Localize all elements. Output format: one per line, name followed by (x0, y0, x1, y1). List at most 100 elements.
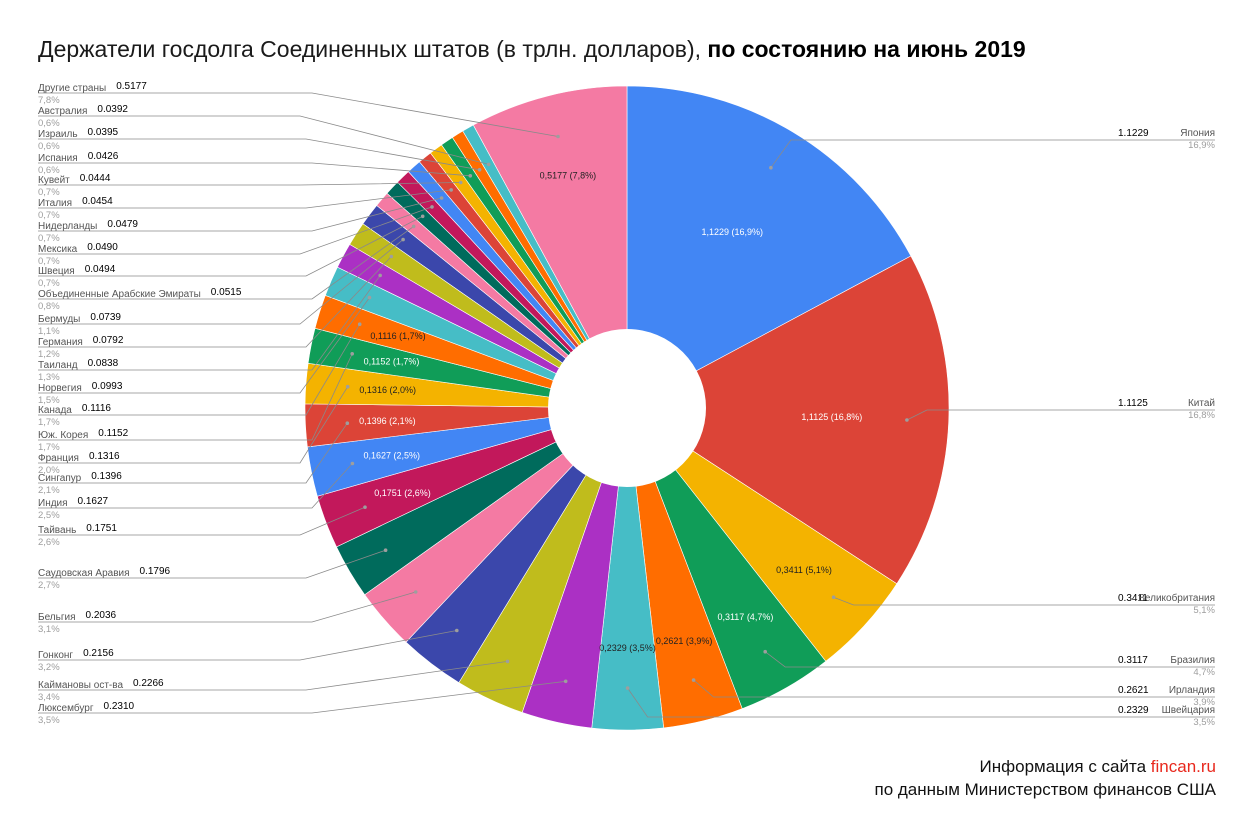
data-label-китай: 1,1125 (16,8%) (801, 412, 862, 422)
leader-dot-великобритания (831, 595, 836, 599)
percent-label-франция: 2,0% (38, 465, 60, 476)
leader-dot-ирландия (691, 678, 696, 682)
slice-китай[interactable] (626, 255, 950, 585)
data-label-индия: 0,1627 (2,5%) (364, 451, 421, 461)
value-label-кувейт: 0.0444 (80, 173, 111, 184)
data-label-франция: 0,1316 (2,0%) (359, 385, 416, 395)
value-label-испания: 0.0426 (88, 151, 119, 162)
name-label-саудовская-аравия: Саудовская Аравия (38, 568, 130, 579)
slice-другие-страны[interactable] (472, 85, 628, 409)
value-label-люксембург: 0.2310 (104, 701, 135, 712)
value-label-великобритания: 0.3411 (1118, 593, 1148, 604)
leader-dot-израиль (477, 168, 482, 172)
percent-label-швеция: 0,7% (38, 278, 60, 289)
percent-label-нидерланды: 0,7% (38, 233, 60, 244)
value-label-германия: 0.0792 (93, 335, 124, 346)
name-label-таиланд: Таиланд (38, 360, 78, 371)
name-label-бразилия: Бразилия (1170, 655, 1215, 666)
percent-label-норвегия: 1,5% (38, 395, 60, 406)
percent-label-германия: 1,2% (38, 349, 60, 360)
percent-label-великобритания: 5,1% (1193, 605, 1215, 616)
leader-dot-сингапур (345, 421, 350, 426)
leader-франция (38, 386, 349, 464)
percent-label-италия: 0,7% (38, 210, 60, 221)
value-label-бельгия: 0.2036 (86, 610, 117, 621)
value-label-норвегия: 0.0993 (92, 381, 123, 392)
leader-dot-гонконг (455, 628, 459, 633)
name-label-кувейт: Кувейт (38, 175, 70, 186)
percent-label-юж-корея: 1,7% (38, 442, 60, 453)
value-label-швейцария: 0.2329 (1118, 705, 1149, 716)
name-label-другие-страны: Другие страны (38, 83, 106, 94)
percent-label-таиланд: 1,3% (38, 372, 60, 383)
source-link[interactable]: fincan.ru (1151, 757, 1216, 776)
name-label-юж-корея: Юж. Корея (38, 430, 88, 441)
leader-lines (38, 92, 1215, 718)
leader-мексика (38, 206, 433, 255)
percent-label-кувейт: 0,7% (38, 187, 60, 198)
name-label-китай: Китай (1188, 398, 1215, 409)
leader-сингапур (38, 422, 348, 484)
leader-dot-объединенные-арабские-эмираты (411, 224, 416, 229)
percent-label-индия: 2,5% (38, 510, 60, 521)
data-label-юж-корея: 0,1152 (1,7%) (364, 357, 420, 367)
leader-люксембург (38, 680, 566, 714)
value-label-сингапур: 0.1396 (91, 471, 122, 482)
leader-dot-каймановы-ост-ва (505, 659, 510, 664)
percent-label-саудовская-аравия: 2,7% (38, 580, 60, 591)
name-label-ирландия: Ирландия (1169, 685, 1215, 696)
chart-title-emphasis: по состоянию на июнь 2019 (707, 36, 1025, 62)
name-label-каймановы-ост-ва: Каймановы ост-ва (38, 680, 123, 691)
percent-label-сингапур: 2,1% (38, 485, 60, 496)
leader-другие-страны (38, 92, 559, 137)
leader-германия (38, 256, 392, 348)
leader-гонконг (38, 630, 457, 661)
name-label-сингапур: Сингапур (38, 473, 82, 484)
leader-dot-швейцария (625, 686, 630, 690)
data-label-канада: 0,1116 (1,7%) (370, 331, 425, 341)
percent-label-мексика: 0,7% (38, 256, 60, 267)
percent-label-люксембург: 3,5% (38, 715, 60, 726)
leader-dot-юж-корея (350, 352, 355, 356)
pie-slices (304, 85, 950, 731)
percent-label-израиль: 0,6% (38, 141, 60, 152)
leader-dot-италия (449, 188, 454, 192)
leader-dot-индия (350, 461, 355, 466)
leader-юж-корея (38, 353, 353, 441)
value-label-каймановы-ост-ва: 0.2266 (133, 678, 164, 689)
data-label-бразилия: 0,3117 (4,7%) (717, 612, 773, 622)
leader-тайвань (38, 506, 366, 536)
name-label-мексика: Мексика (38, 244, 78, 255)
value-label-ирландия: 0.2621 (1118, 685, 1149, 696)
value-label-другие-страны: 0.5177 (116, 81, 147, 92)
leader-dot-германия (389, 254, 394, 259)
name-label-нидерланды: Нидерланды (38, 221, 97, 232)
slice-япония[interactable] (626, 85, 912, 409)
chart-title: Держатели госдолга Соединенных штатов (в… (38, 36, 1026, 62)
percent-label-бельгия: 3,1% (38, 624, 60, 635)
leader-dot-мексика (430, 205, 434, 209)
leader-бразилия (764, 651, 1215, 668)
leader-швеция (38, 215, 423, 277)
name-label-швейцария: Швейцария (1162, 705, 1215, 716)
name-label-объединенные-арабские-эмираты: Объединенные Арабские Эмираты (38, 288, 201, 300)
percent-label-ирландия: 3,9% (1193, 697, 1215, 708)
leader-кувейт (38, 182, 461, 186)
source-prefix: Информация с сайта (980, 757, 1151, 776)
leader-dot-бразилия (763, 649, 767, 654)
value-label-канада: 0.1116 (82, 403, 112, 414)
name-label-гонконг: Гонконг (38, 650, 73, 661)
leader-dot-кувейт (458, 180, 463, 185)
value-label-австралия: 0.0392 (97, 104, 128, 115)
data-label-тайвань: 0,1751 (2,6%) (374, 488, 431, 498)
leader-dot-швеция (420, 214, 425, 219)
leader-бермуды (38, 239, 404, 325)
name-label-бермуды: Бермуды (38, 314, 80, 325)
name-label-израиль: Израиль (38, 129, 78, 140)
percent-label-бермуды: 1,1% (38, 326, 60, 337)
value-label-бразилия: 0.3117 (1118, 655, 1148, 666)
leader-dot-норвегия (367, 295, 372, 300)
leader-нидерланды (38, 197, 442, 232)
